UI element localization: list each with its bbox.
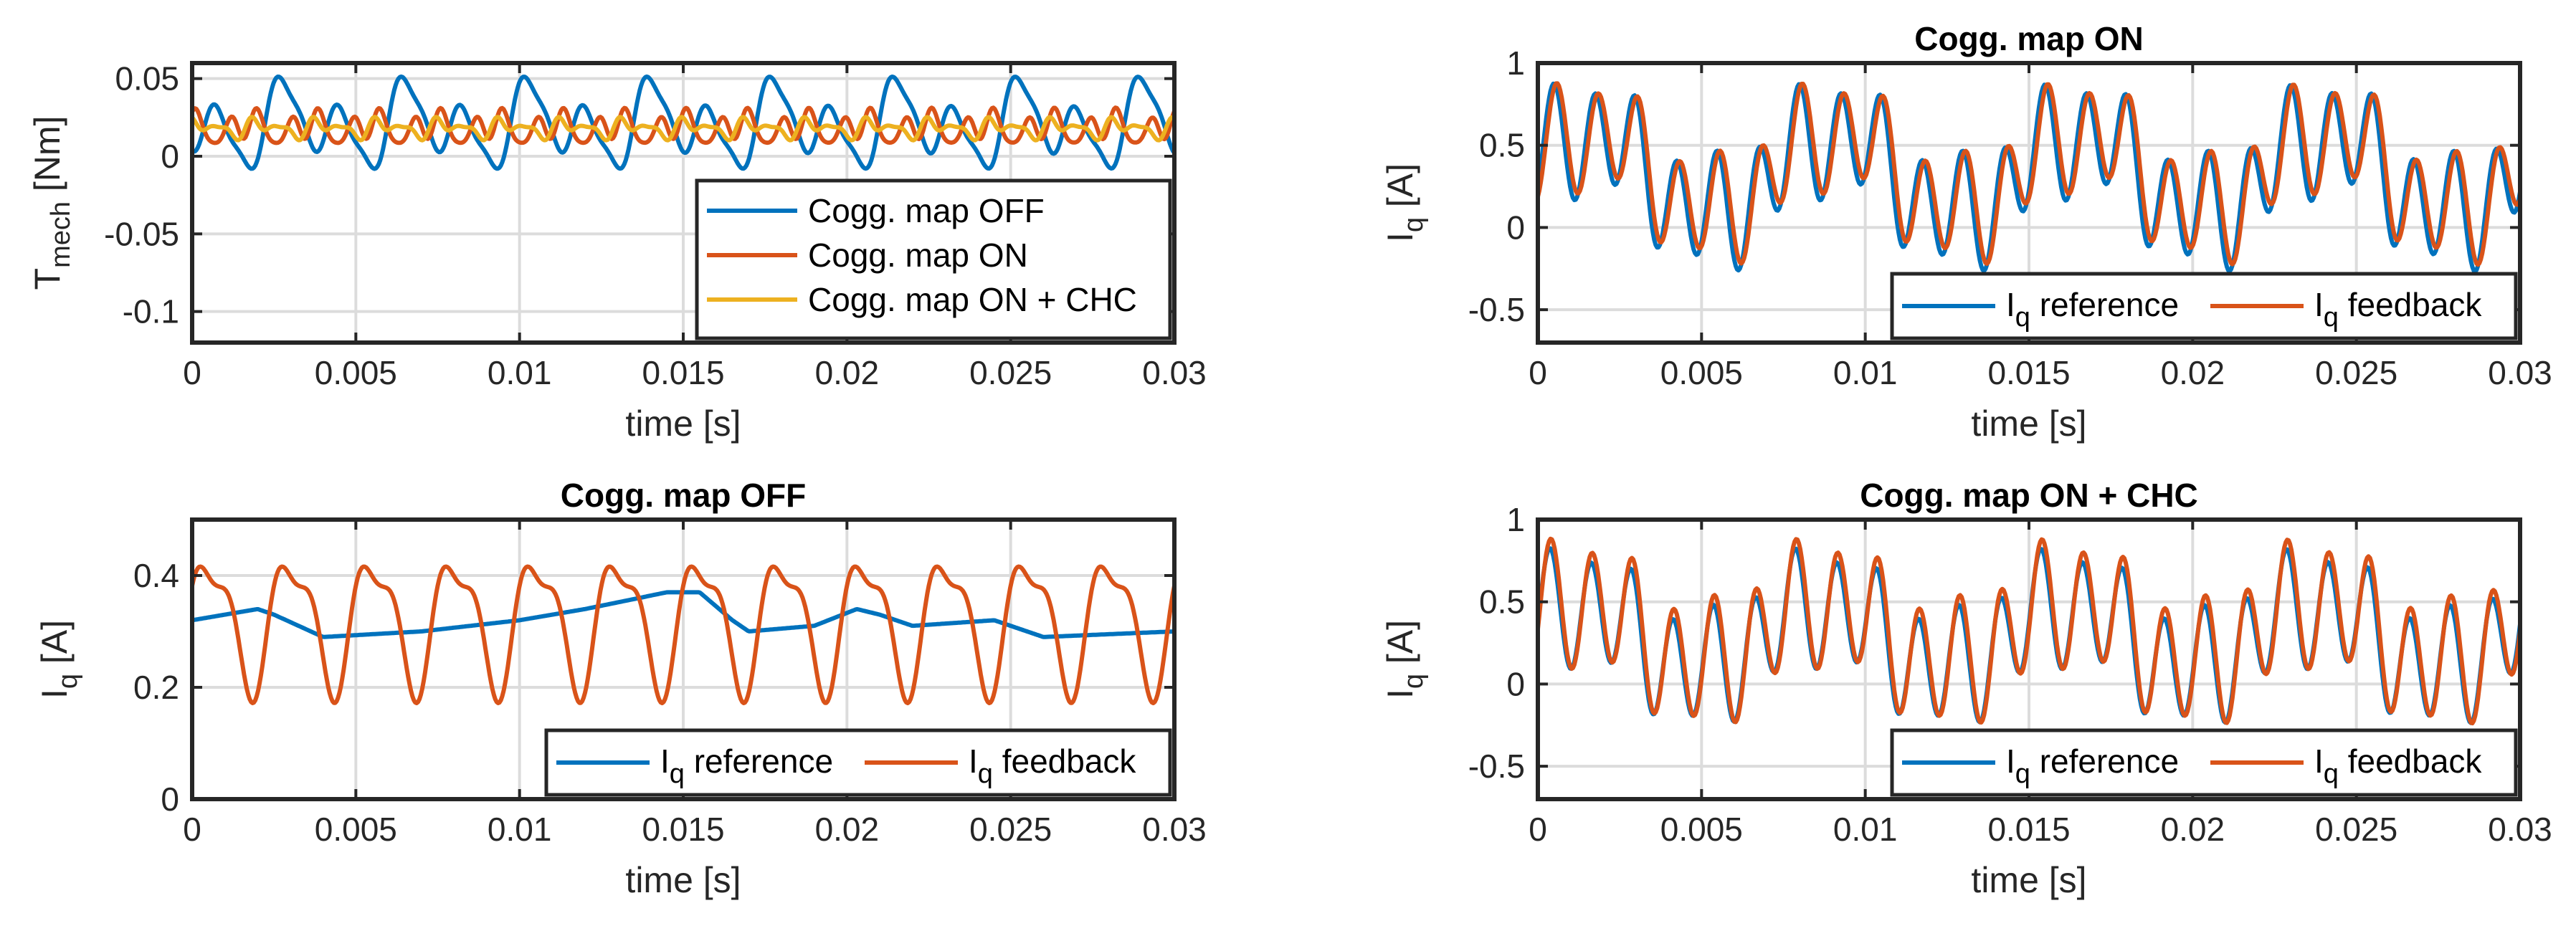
legend-entry-label: Cogg. map OFF	[808, 192, 1045, 229]
y-tick-label: 0.5	[1479, 127, 1525, 164]
legend-entry-label: Iq reference	[2006, 743, 2179, 789]
x-tick-label: 0.015	[642, 354, 724, 391]
legend-entry-label: Iq feedback	[2314, 743, 2482, 789]
x-tick-label: 0.005	[1660, 811, 1743, 848]
series-line-feedback	[192, 564, 1174, 705]
x-tick-label: 0.005	[1660, 354, 1743, 391]
x-tick-label: 0.01	[488, 354, 552, 391]
series-line-cogg-map-on	[192, 105, 1174, 145]
legend-box	[544, 728, 1172, 797]
y-axis-label: Iq [A]	[1380, 163, 1429, 242]
legend-entry-label: Cogg. map ON + CHC	[808, 281, 1137, 318]
chart-title: Cogg. map ON + CHC	[1860, 477, 2198, 514]
x-axis-label: time [s]	[625, 404, 741, 444]
x-tick-label: 0	[1529, 354, 1547, 391]
x-tick-label: 0.01	[1833, 354, 1898, 391]
y-tick-label: -0.5	[1468, 748, 1525, 785]
legend: Iq reference Iq feedback	[1890, 272, 2518, 340]
legend-box	[1890, 272, 2518, 340]
y-tick-label: 0	[161, 138, 179, 175]
x-tick-label: 0.03	[1142, 811, 1207, 848]
y-tick-label: 0	[1506, 209, 1525, 246]
x-tick-label: 0.025	[969, 354, 1052, 391]
y-tick-label: 0.4	[133, 557, 179, 594]
chart-iq_on: 0 0.005 0.01 0.015 0.02 0.025 0.0310.50-0.5tim…	[1380, 20, 2552, 444]
x-tick-label: 0.015	[1987, 811, 2070, 848]
x-tick-label: 0.02	[815, 354, 880, 391]
legend-entry-label: Cogg. map ON	[808, 237, 1028, 274]
legend-box	[1890, 728, 2518, 797]
legend: Iq reference Iq feedback	[544, 728, 1172, 797]
x-tick-label: 0.005	[315, 354, 397, 391]
y-tick-label: -0.5	[1468, 291, 1525, 328]
x-tick-label: 0.015	[1987, 354, 2070, 391]
y-tick-label: 0.5	[1479, 583, 1525, 621]
x-tick-label: 0.03	[2488, 354, 2552, 391]
chart-title: Cogg. map OFF	[561, 477, 806, 514]
y-tick-label: 0.05	[115, 60, 179, 97]
x-tick-label: 0.03	[2488, 811, 2552, 848]
chart-title: Cogg. map ON	[1914, 20, 2143, 57]
x-axis-label: time [s]	[1971, 404, 2086, 444]
legend-entry-label: Iq reference	[2006, 286, 2179, 333]
x-tick-label: 0.025	[2315, 354, 2397, 391]
series-line-cogg-map-on-chc	[192, 115, 1174, 143]
legend-entry-label: Iq feedback	[2314, 286, 2482, 333]
y-axis-label: Tmech [Nm]	[27, 116, 76, 290]
x-tick-label: 0	[183, 811, 201, 848]
y-tick-label: 0.2	[133, 669, 179, 706]
x-tick-label: 0.02	[2161, 354, 2225, 391]
x-tick-label: 0	[1529, 811, 1547, 848]
y-axis-label: Iq [A]	[34, 620, 83, 699]
series-line-cogg-map-off	[192, 74, 1174, 171]
y-tick-label: -0.1	[123, 293, 179, 330]
x-tick-label: 0.01	[1833, 811, 1898, 848]
x-tick-label: 0.02	[2161, 811, 2225, 848]
x-tick-label: 0.005	[315, 811, 397, 848]
series-line-feedback	[1538, 81, 2520, 267]
y-tick-label: 0	[1506, 665, 1525, 702]
chart-iq_on_chc: 0 0.005 0.01 0.015 0.02 0.025 0.0310.50-0.5tim…	[1380, 477, 2552, 900]
y-tick-label: 0	[161, 780, 179, 818]
y-tick-label: -0.05	[104, 215, 179, 252]
x-tick-label: 0.02	[815, 811, 880, 848]
legend-entry-label: Iq reference	[660, 743, 833, 789]
x-axis-label: time [s]	[625, 860, 741, 900]
x-tick-label: 0.025	[2315, 811, 2397, 848]
x-tick-label: 0	[183, 354, 201, 391]
legend-entry-label: Iq feedback	[969, 743, 1136, 789]
legend: Cogg. map OFF Cogg. map ON Cogg. map ON + …	[695, 178, 1172, 340]
y-axis-label: Iq [A]	[1380, 620, 1429, 699]
series-line-feedback	[1538, 536, 2520, 726]
x-tick-label: 0.025	[969, 811, 1052, 848]
x-tick-label: 0.015	[642, 811, 724, 848]
x-tick-label: 0.01	[488, 811, 552, 848]
x-axis-label: time [s]	[1971, 860, 2086, 900]
legend-box	[695, 178, 1172, 340]
y-tick-label: 1	[1506, 501, 1525, 538]
y-tick-label: 1	[1506, 44, 1525, 82]
legend: Iq reference Iq feedback	[1890, 728, 2518, 797]
chart-iq_off: 0 0.005 0.01 0.015 0.02 0.025 0.03 0.4 0.2 0 time …	[34, 477, 1207, 900]
x-tick-label: 0.03	[1142, 354, 1207, 391]
chart-tmech: 0 0.005 0.01 0.015 0.02 0.025 0.03 0.05 0 -0.05 -0…	[27, 60, 1207, 444]
